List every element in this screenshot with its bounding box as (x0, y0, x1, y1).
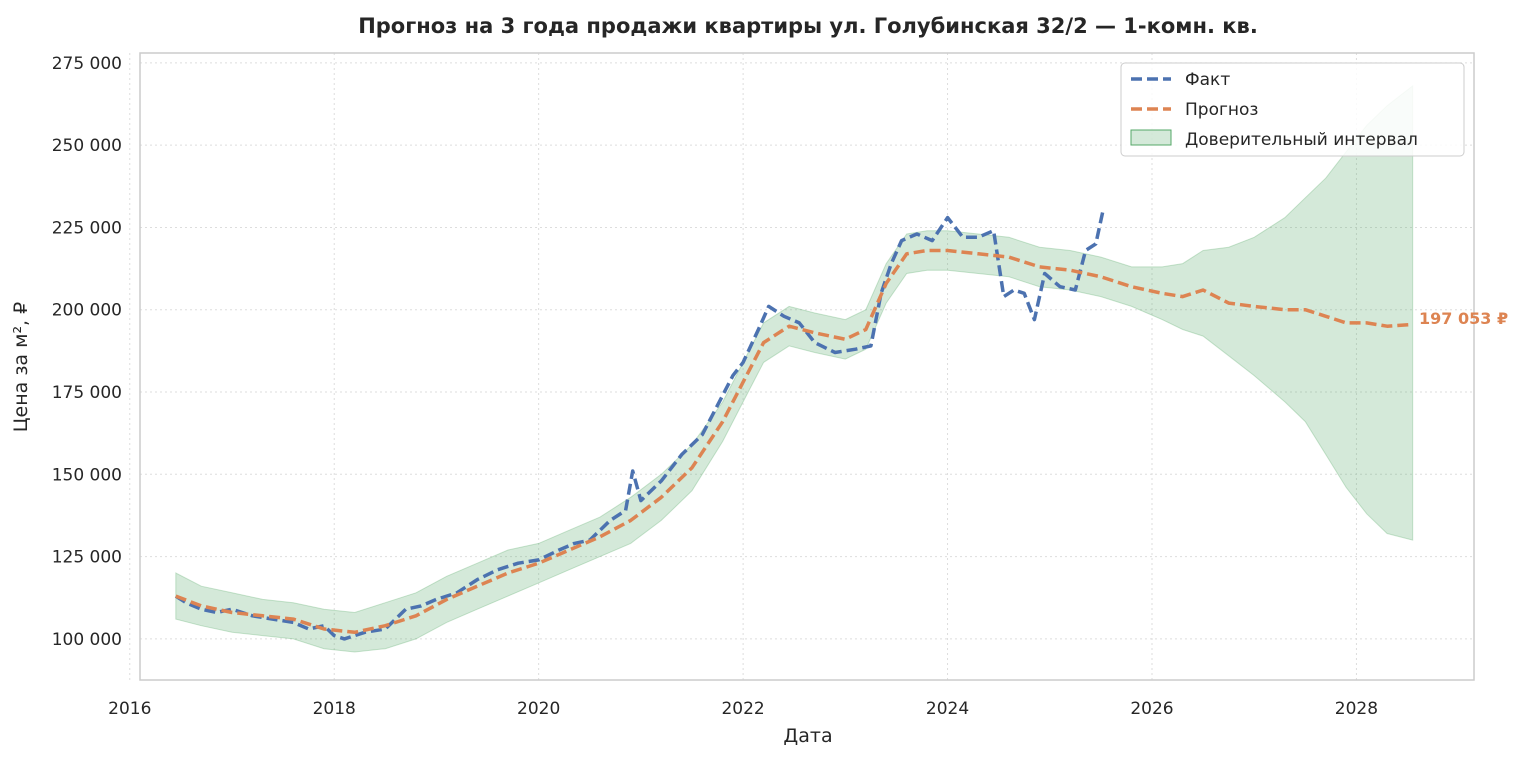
plot-frame (139, 52, 1475, 681)
series-lines (174, 210, 1413, 641)
y-tick-label: 100 000 (52, 630, 122, 650)
x-axis-label: Дата (783, 725, 832, 747)
x-tick-label: 2022 (721, 699, 764, 719)
x-tick-label: 2028 (1335, 699, 1378, 719)
legend-interval-label: Доверительный интервал (1185, 130, 1418, 150)
y-axis-ticks: 100 000 125 000 150 000 175 000 200 000 225 0… (52, 54, 122, 650)
y-tick-label: 125 000 (52, 548, 122, 568)
legend-interval-swatch (1130, 129, 1172, 146)
forecast-end-label: 197 053 ₽ (1419, 309, 1508, 328)
legend-fact-label: Факт (1185, 70, 1230, 90)
fact-line (174, 210, 1105, 641)
x-tick-label: 2016 (108, 699, 151, 719)
chart-title: Прогноз на 3 года продажи квартиры ул. Г… (358, 14, 1258, 38)
y-tick-label: 175 000 (52, 383, 122, 403)
y-tick-label: 275 000 (52, 54, 122, 74)
y-tick-label: 150 000 (52, 465, 122, 485)
x-tick-label: 2026 (1130, 699, 1173, 719)
confidence-interval (175, 84, 1414, 653)
confidence-band (175, 84, 1414, 653)
y-axis-label: Цена за м², ₽ (10, 302, 32, 432)
x-axis-ticks: 2016 2018 2020 2022 2024 2026 2028 (108, 699, 1378, 719)
legend-forecast-label: Прогноз (1185, 100, 1258, 120)
legend: Факт Прогноз Доверительный интервал (1120, 62, 1465, 157)
x-tick-label: 2018 (313, 699, 356, 719)
legend-box (1120, 62, 1465, 157)
y-tick-label: 250 000 (52, 136, 122, 156)
x-tick-label: 2020 (517, 699, 560, 719)
y-tick-label: 200 000 (52, 301, 122, 321)
y-tick-label: 225 000 (52, 218, 122, 238)
x-tick-label: 2024 (926, 699, 969, 719)
